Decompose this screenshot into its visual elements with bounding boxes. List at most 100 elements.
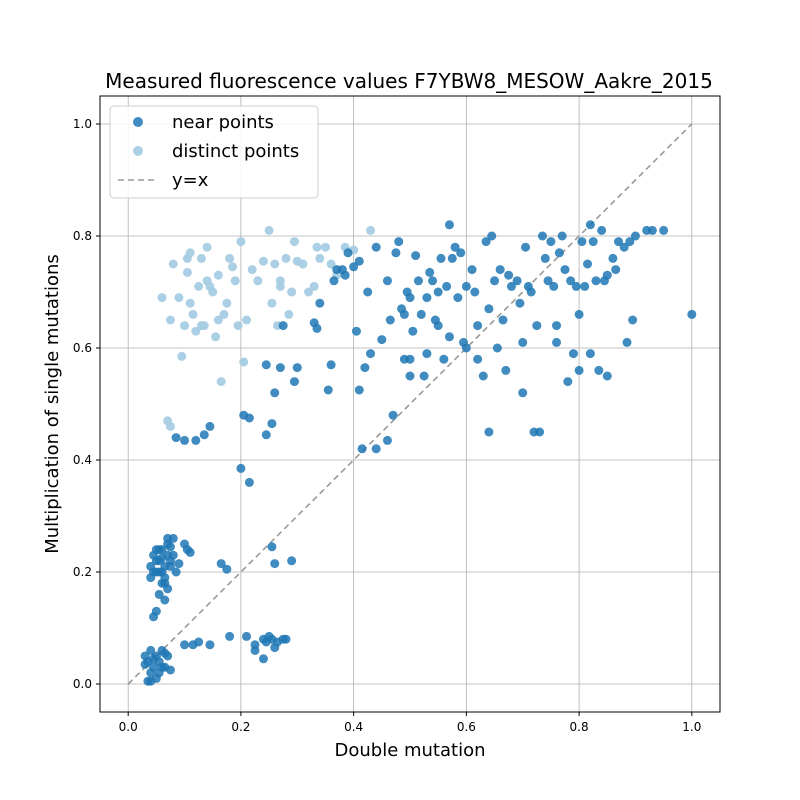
near-point — [165, 556, 175, 566]
distinct-point — [202, 242, 212, 252]
near-point — [470, 287, 480, 297]
near-point — [199, 430, 209, 440]
near-point — [447, 253, 457, 263]
near-point — [501, 365, 511, 375]
x-tick-label: 0.8 — [570, 720, 589, 734]
near-point — [205, 421, 215, 431]
distinct-point — [165, 315, 175, 325]
y-axis-label: Multiplication of single mutations — [42, 254, 63, 554]
distinct-point — [194, 281, 204, 291]
distinct-point — [168, 259, 178, 269]
near-point — [484, 304, 494, 314]
near-point — [146, 645, 156, 655]
near-point — [388, 410, 398, 420]
legend-label-distinct: distinct points — [172, 141, 299, 162]
distinct-point — [211, 332, 221, 342]
x-tick-label: 0.2 — [231, 720, 250, 734]
near-point — [225, 631, 235, 641]
near-point — [146, 573, 156, 583]
near-point — [588, 237, 598, 247]
near-point — [602, 371, 612, 381]
near-point — [399, 309, 409, 319]
near-point — [492, 343, 502, 353]
near-point — [258, 654, 268, 664]
distinct-point — [275, 281, 285, 291]
near-point — [405, 293, 415, 303]
y-tick-label: 0.6 — [73, 341, 92, 355]
near-point — [540, 253, 550, 263]
near-point — [580, 281, 590, 291]
near-point — [326, 360, 336, 370]
near-point — [315, 298, 325, 308]
near-point — [340, 270, 350, 280]
near-point — [422, 293, 432, 303]
legend-label-near: near points — [172, 112, 274, 133]
near-point — [515, 298, 525, 308]
near-point — [371, 444, 381, 454]
near-point — [366, 349, 376, 359]
y-tick-label: 0.2 — [73, 565, 92, 579]
near-point — [413, 276, 423, 286]
near-point — [444, 332, 454, 342]
x-tick-label: 0.0 — [119, 720, 138, 734]
near-point — [149, 654, 159, 664]
near-point — [405, 371, 415, 381]
near-point — [160, 595, 170, 605]
distinct-point — [208, 287, 218, 297]
near-point — [467, 265, 477, 275]
near-point — [278, 321, 288, 331]
distinct-point — [320, 242, 330, 252]
chart-title: Measured fluorescence values F7YBW8_MESO… — [105, 69, 713, 93]
near-point — [521, 242, 531, 252]
near-point — [594, 365, 604, 375]
near-point — [287, 556, 297, 566]
distinct-point — [165, 421, 175, 431]
distinct-point — [202, 276, 212, 286]
distinct-point — [315, 253, 325, 263]
distinct-point — [222, 298, 232, 308]
distinct-point — [304, 287, 314, 297]
near-point — [557, 231, 567, 241]
y-tick-label: 0.0 — [73, 677, 92, 691]
distinct-point — [326, 259, 336, 269]
near-point — [267, 419, 277, 429]
near-point — [146, 668, 156, 678]
near-point — [140, 659, 150, 669]
near-point — [630, 231, 640, 241]
near-point — [597, 225, 607, 235]
legend-box — [109, 105, 319, 199]
near-point — [222, 564, 232, 574]
near-point — [422, 349, 432, 359]
distinct-point — [174, 293, 184, 303]
distinct-point — [213, 270, 223, 280]
near-point — [157, 553, 167, 563]
legend: near points distinct points y=x — [109, 105, 319, 199]
near-point — [244, 477, 254, 487]
near-point — [292, 363, 302, 373]
near-point — [566, 276, 576, 286]
distinct-point — [225, 253, 235, 263]
distinct-point — [298, 259, 308, 269]
near-point — [270, 388, 280, 398]
distinct-point — [264, 225, 274, 235]
near-point — [385, 315, 395, 325]
near-point — [614, 237, 624, 247]
distinct-point — [270, 259, 280, 269]
near-point — [154, 567, 164, 577]
distinct-point — [213, 315, 223, 325]
near-point — [571, 281, 581, 291]
distinct-point — [180, 321, 190, 331]
near-point — [687, 309, 697, 319]
near-point — [312, 323, 322, 333]
near-point — [205, 640, 215, 650]
near-point — [453, 293, 463, 303]
near-point — [163, 584, 173, 594]
near-point — [583, 259, 593, 269]
legend-marker-distinct — [133, 146, 143, 156]
near-point — [160, 648, 170, 658]
reference-line-layer — [127, 123, 693, 685]
near-point — [602, 270, 612, 280]
near-point — [560, 265, 570, 275]
near-point — [625, 237, 635, 247]
